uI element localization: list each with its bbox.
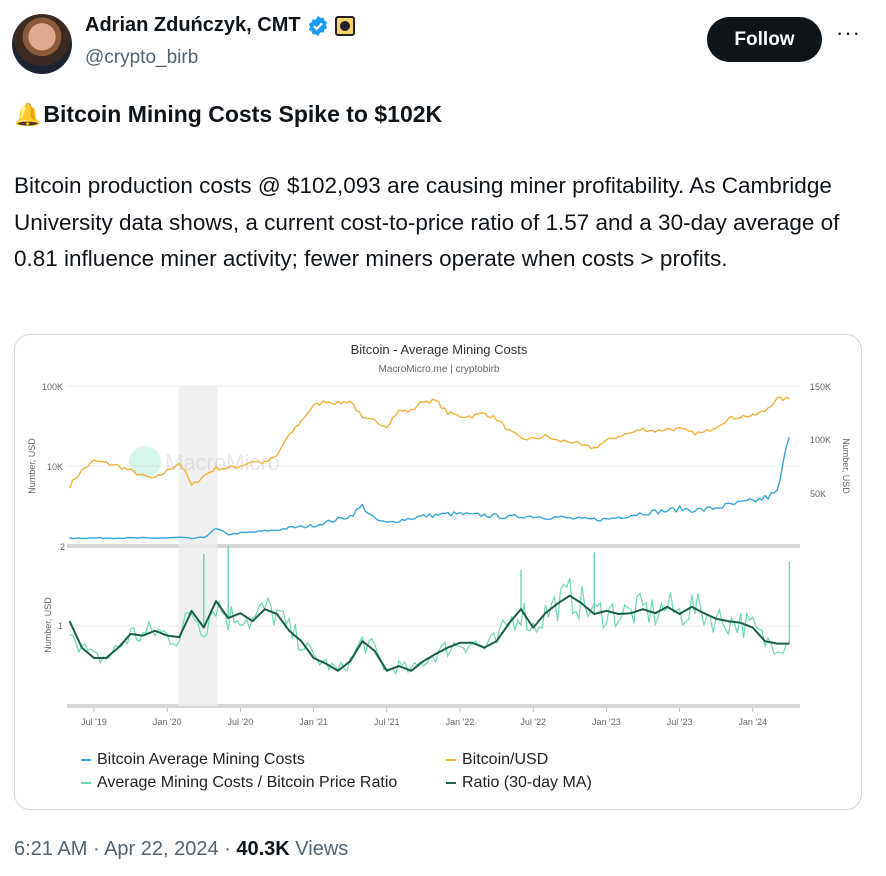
ratio-line <box>69 577 787 676</box>
x-tick-label: Jul '23 <box>667 717 693 727</box>
x-tick-label: Jan '23 <box>592 717 621 727</box>
top-ylabel-left: Number, USD <box>27 438 37 494</box>
bottom-ylabel: Number, USD <box>43 597 53 653</box>
tweet-footer: 6:21 AM · Apr 22, 2024 · 40.3K Views <box>14 838 348 861</box>
legend-item-btc-usd[interactable]: Bitcoin/USD <box>446 751 548 769</box>
x-tick-label: Jul '22 <box>520 717 546 727</box>
bottom-tick-1: 1 <box>58 621 63 631</box>
x-tick-label: Jan '24 <box>738 717 767 727</box>
bell-icon: 🔔 <box>14 101 42 127</box>
panel-divider <box>67 544 800 548</box>
mining-cost-line <box>69 436 791 540</box>
x-tick-label: Jul '19 <box>81 717 107 727</box>
avatar[interactable] <box>12 14 72 74</box>
ratio-ma-line <box>68 594 790 672</box>
tweet-date[interactable]: Apr 22, 2024 <box>104 838 219 860</box>
panel-divider <box>67 704 800 708</box>
tweet-body: Bitcoin production costs @ $102,093 are … <box>14 173 840 271</box>
author-name-row[interactable]: Adrian Zduńczyk, CMT <box>85 14 355 37</box>
author-name[interactable]: Adrian Zduńczyk, CMT <box>85 14 301 36</box>
separator: · <box>87 838 105 860</box>
affiliate-badge-icon[interactable] <box>334 15 355 36</box>
tweet-headline: 🔔 Bitcoin Mining Costs Spike to $102K <box>14 101 442 128</box>
x-tick-label: Jan '20 <box>153 717 182 727</box>
legend-label: Average Mining Costs / Bitcoin Price Rat… <box>97 774 398 791</box>
x-tick-label: Jul '20 <box>228 717 254 727</box>
separator: · <box>218 838 237 860</box>
follow-button[interactable]: Follow <box>707 17 822 62</box>
x-tick-label: Jan '21 <box>299 717 328 727</box>
views-label: Views <box>289 838 349 860</box>
chart-image[interactable]: Bitcoin - Average Mining Costs MacroMicr… <box>14 334 862 810</box>
x-tick-label: Jan '22 <box>446 717 475 727</box>
mining-costs-chart: Bitcoin - Average Mining Costs MacroMicr… <box>27 342 851 727</box>
headline-text: Bitcoin Mining Costs Spike to $102K <box>43 101 443 127</box>
more-options-icon[interactable]: ··· <box>836 20 861 45</box>
left-tick-2: 2 <box>60 542 65 552</box>
right-tick-50k: 50K <box>810 489 826 499</box>
chart-title: Bitcoin - Average Mining Costs <box>351 342 528 357</box>
author-handle[interactable]: @crypto_birb <box>85 47 199 68</box>
legend-item-mining-costs[interactable]: Bitcoin Average Mining Costs <box>81 751 305 769</box>
tweet-time[interactable]: 6:21 AM <box>14 838 88 860</box>
verified-icon <box>308 15 327 36</box>
legend-label: Bitcoin Average Mining Costs <box>97 751 305 768</box>
right-tick-150k: 150K <box>810 382 831 392</box>
top-ylabel-right: Number, USD <box>841 438 851 494</box>
right-tick-100k: 100K <box>810 435 831 445</box>
legend-label: Bitcoin/USD <box>462 751 549 768</box>
btc-usd-line <box>68 396 790 489</box>
chart-subtitle: MacroMicro.me | cryptobirb <box>379 364 500 375</box>
shaded-period <box>178 386 218 706</box>
x-tick-label: Jul '21 <box>374 717 400 727</box>
legend-item-ratio-ma[interactable]: Ratio (30-day MA) <box>446 774 592 792</box>
left-tick-10k: 10K <box>47 462 63 472</box>
legend-label: Ratio (30-day MA) <box>462 774 592 791</box>
left-tick-100k: 100K <box>42 382 63 392</box>
legend-item-ratio[interactable]: Average Mining Costs / Bitcoin Price Rat… <box>81 774 397 792</box>
watermark: MacroMicro <box>129 446 280 478</box>
view-count: 40.3K <box>236 838 290 860</box>
